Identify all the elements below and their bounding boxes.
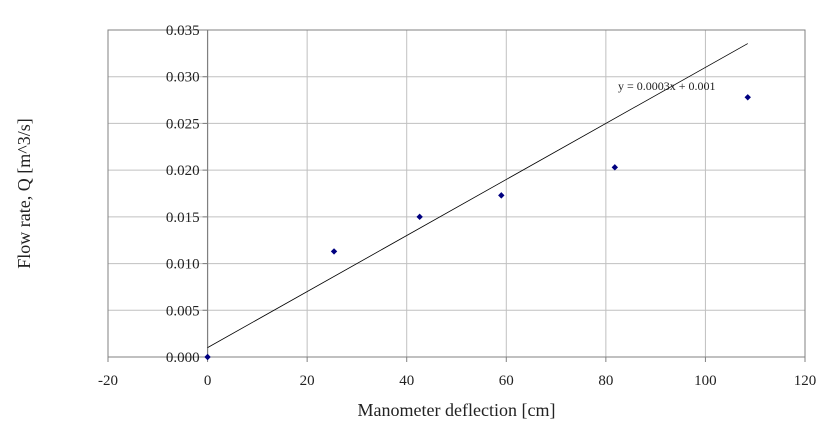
x-tick-label: 20 [300,373,315,389]
trendline-group [207,43,748,349]
trendline-equation: y = 0.0003x + 0.001 [618,79,716,93]
y-tick-label: 0.035 [166,23,200,39]
trendline [207,43,748,349]
y-tick-label: 0.020 [166,163,200,179]
y-axis-title: Flow rate, Q [m^3/s] [14,118,34,268]
x-tick-label: -20 [98,373,118,389]
x-tick-label: 0 [204,373,212,389]
y-tick-label: 0.025 [166,116,200,132]
y-tick-label: 0.015 [166,210,200,226]
data-points [204,94,751,361]
y-tick-label: 0.005 [166,303,200,319]
x-tick-label: 60 [499,373,514,389]
y-tick-label: 0.030 [166,70,200,86]
data-point [498,192,505,199]
x-axis-title: Manometer deflection [cm] [358,400,556,420]
x-tick-label: 40 [399,373,414,389]
data-point [330,248,338,255]
y-tick-label: 0.010 [166,257,200,273]
data-point [744,94,751,101]
data-point [611,164,619,171]
data-point [416,213,423,221]
plot-area-frame [107,29,806,358]
y-axis-tick-labels: 0.000 0.005 0.010 0.015 0.020 0.025 0.030 0.035 [166,23,200,366]
y-tick-label: 0.000 [166,350,200,366]
x-tick-label: 100 [694,373,717,389]
x-tick-label: 120 [794,373,817,389]
data-point [204,353,211,361]
grid-lines [107,29,806,362]
x-axis-tick-labels: -20 0 20 40 60 80 100 120 [98,373,816,389]
x-tick-label: 80 [598,373,613,389]
